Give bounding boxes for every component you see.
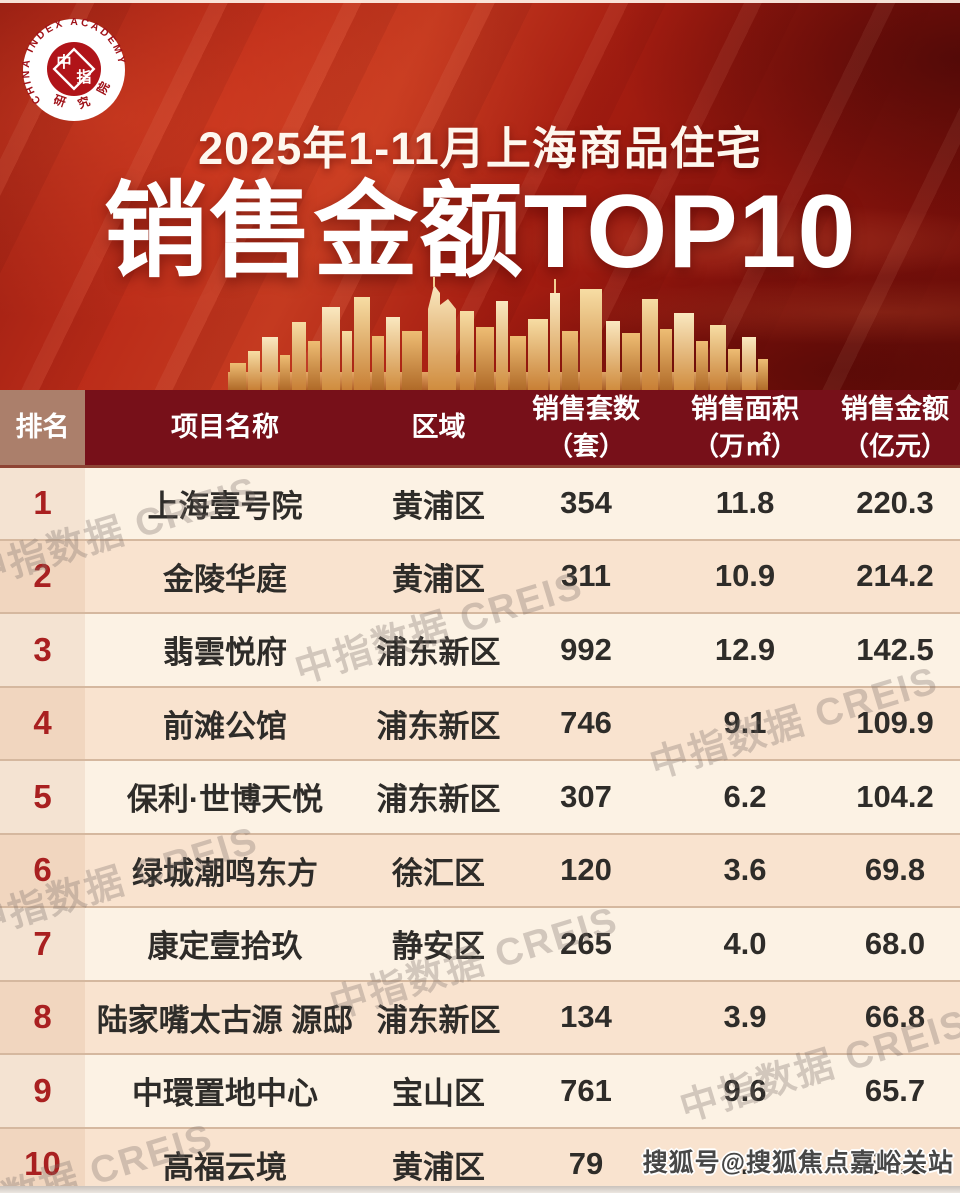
cell-units: 746 bbox=[560, 705, 612, 741]
cell-rank: 4 bbox=[0, 687, 85, 759]
cell-district: 浦东新区 bbox=[376, 1002, 501, 1038]
column-header-2: 区域 bbox=[411, 411, 466, 442]
cell-district: 黄浦区 bbox=[392, 1149, 485, 1185]
cell-rank: 9 bbox=[0, 1055, 85, 1127]
cell-units: 761 bbox=[560, 1072, 612, 1108]
cell-amount: 214.2 bbox=[856, 558, 934, 594]
cell-name: 前滩公馆 bbox=[163, 708, 287, 744]
logo-char-zhi: 指 bbox=[76, 68, 91, 86]
china-index-academy-logo: CHINA INDEX ACADEMY 研 究 院 中 指 bbox=[22, 18, 125, 121]
sohu-account-watermark: 搜狐号@搜狐焦点嘉峪关站 bbox=[642, 1149, 954, 1177]
column-header-5: 销售金额 （亿元） bbox=[841, 393, 949, 461]
cell-area: 6.2 bbox=[723, 778, 767, 814]
table-row: 9 中環置地中心 宝山区 761 9.6 65.7 bbox=[0, 1053, 960, 1127]
cell-units: 120 bbox=[560, 852, 612, 888]
column-header-1: 项目名称 bbox=[171, 411, 279, 442]
cell-units: 134 bbox=[560, 999, 612, 1035]
cell-name: 保利·世博天悦 bbox=[126, 782, 324, 818]
cell-units: 992 bbox=[560, 631, 612, 667]
cell-rank: 8 bbox=[0, 981, 85, 1053]
cell-district: 黄浦区 bbox=[392, 488, 485, 524]
cell-area: 3.9 bbox=[723, 999, 767, 1035]
column-header-0: 排名 bbox=[0, 390, 85, 465]
top-border-line bbox=[0, 0, 960, 3]
table-row: 6 绿城潮鸣东方 徐汇区 120 3.6 69.8 bbox=[0, 832, 960, 906]
cell-district: 徐汇区 bbox=[392, 855, 485, 891]
cell-district: 浦东新区 bbox=[376, 782, 501, 818]
cell-name: 上海壹号院 bbox=[147, 488, 303, 524]
cell-rank: 10 bbox=[0, 1128, 85, 1193]
cell-area: 4.0 bbox=[723, 925, 767, 961]
cell-area: 9.6 bbox=[723, 1072, 767, 1108]
cell-units: 307 bbox=[560, 778, 612, 814]
cell-area: 10.9 bbox=[714, 558, 776, 594]
cell-amount: 104.2 bbox=[856, 778, 934, 814]
cell-name: 康定壹拾玖 bbox=[147, 929, 303, 965]
table-row: 2 金陵华庭 黄浦区 311 10.9 214.2 bbox=[0, 538, 960, 612]
bottom-strip bbox=[0, 1186, 960, 1193]
table-row: 7 康定壹拾玖 静安区 265 4.0 68.0 bbox=[0, 906, 960, 980]
cell-name: 高福云境 bbox=[163, 1149, 287, 1185]
cell-district: 黄浦区 bbox=[392, 561, 485, 597]
cell-units: 79 bbox=[568, 1146, 604, 1182]
table-row: 3 翡雲悦府 浦东新区 992 12.9 142.5 bbox=[0, 612, 960, 686]
cell-units: 265 bbox=[560, 925, 612, 961]
cell-amount: 220.3 bbox=[856, 485, 934, 521]
cell-name: 翡雲悦府 bbox=[163, 635, 287, 671]
ranking-table: 排名 项目名称 区域 销售套数 （套） 销售面积 （万㎡） 销售金额 （亿元） 1 上海壹号院 黄浦… bbox=[0, 390, 960, 1193]
cell-rank: 3 bbox=[0, 614, 85, 686]
cell-amount: 65.7 bbox=[864, 1072, 926, 1108]
cell-area: 11.8 bbox=[715, 485, 775, 521]
table-row: 5 保利·世博天悦 浦东新区 307 6.2 104.2 bbox=[0, 759, 960, 833]
cell-district: 浦东新区 bbox=[376, 708, 501, 744]
cell-units: 354 bbox=[560, 485, 612, 521]
table-row: 4 前滩公馆 浦东新区 746 9.1 109.9 bbox=[0, 685, 960, 759]
city-skyline bbox=[228, 277, 768, 390]
banner: CHINA INDEX ACADEMY 研 究 院 中 指 2025年1-11月… bbox=[0, 0, 960, 390]
column-header-4: 销售面积 （万㎡） bbox=[691, 393, 799, 461]
cell-area: 3.0 bbox=[723, 1146, 767, 1182]
banner-title: 销售金额TOP10 bbox=[103, 174, 857, 290]
cell-name: 中環置地中心 bbox=[132, 1076, 318, 1112]
table-header-row: 排名 项目名称 区域 销售套数 （套） 销售面积 （万㎡） 销售金额 （亿元） bbox=[0, 390, 960, 465]
cell-amount: 64.6 bbox=[864, 1146, 926, 1182]
cell-rank: 1 bbox=[0, 468, 85, 539]
cell-district: 浦东新区 bbox=[376, 635, 501, 671]
cell-name: 陆家嘴太古源 源邸 bbox=[96, 1002, 354, 1038]
cell-rank: 2 bbox=[0, 540, 85, 612]
cell-area: 12.9 bbox=[714, 631, 776, 667]
cell-amount: 109.9 bbox=[856, 705, 934, 741]
cell-rank: 7 bbox=[0, 908, 85, 980]
logo-char-zhong: 中 bbox=[56, 53, 71, 71]
cell-name: 金陵华庭 bbox=[163, 561, 287, 597]
table-row: 8 陆家嘴太古源 源邸 浦东新区 134 3.9 66.8 bbox=[0, 979, 960, 1053]
column-header-3: 销售套数 （套） bbox=[532, 393, 640, 461]
cell-area: 9.1 bbox=[723, 705, 767, 741]
cell-district: 静安区 bbox=[392, 929, 485, 965]
cell-units: 311 bbox=[560, 558, 611, 594]
cell-amount: 142.5 bbox=[856, 631, 934, 667]
banner-subtitle: 2025年1-11月上海商品住宅 bbox=[198, 123, 762, 174]
table-row: 10 高福云境 黄浦区 79 3.0 64.6 bbox=[0, 1126, 960, 1193]
cell-amount: 66.8 bbox=[864, 999, 926, 1035]
cell-area: 3.6 bbox=[723, 852, 767, 888]
cell-rank: 6 bbox=[0, 834, 85, 906]
cell-name: 绿城潮鸣东方 bbox=[132, 855, 318, 891]
table-body: 1 上海壹号院 黄浦区 354 11.8 220.3 2 金陵华庭 黄浦区 311 10.9 214.… bbox=[0, 465, 960, 1193]
cell-district: 宝山区 bbox=[392, 1076, 485, 1112]
cell-amount: 69.8 bbox=[864, 852, 926, 888]
cell-amount: 68.0 bbox=[864, 925, 926, 961]
table-row: 1 上海壹号院 黄浦区 354 11.8 220.3 bbox=[0, 465, 960, 539]
cell-rank: 5 bbox=[0, 761, 85, 833]
